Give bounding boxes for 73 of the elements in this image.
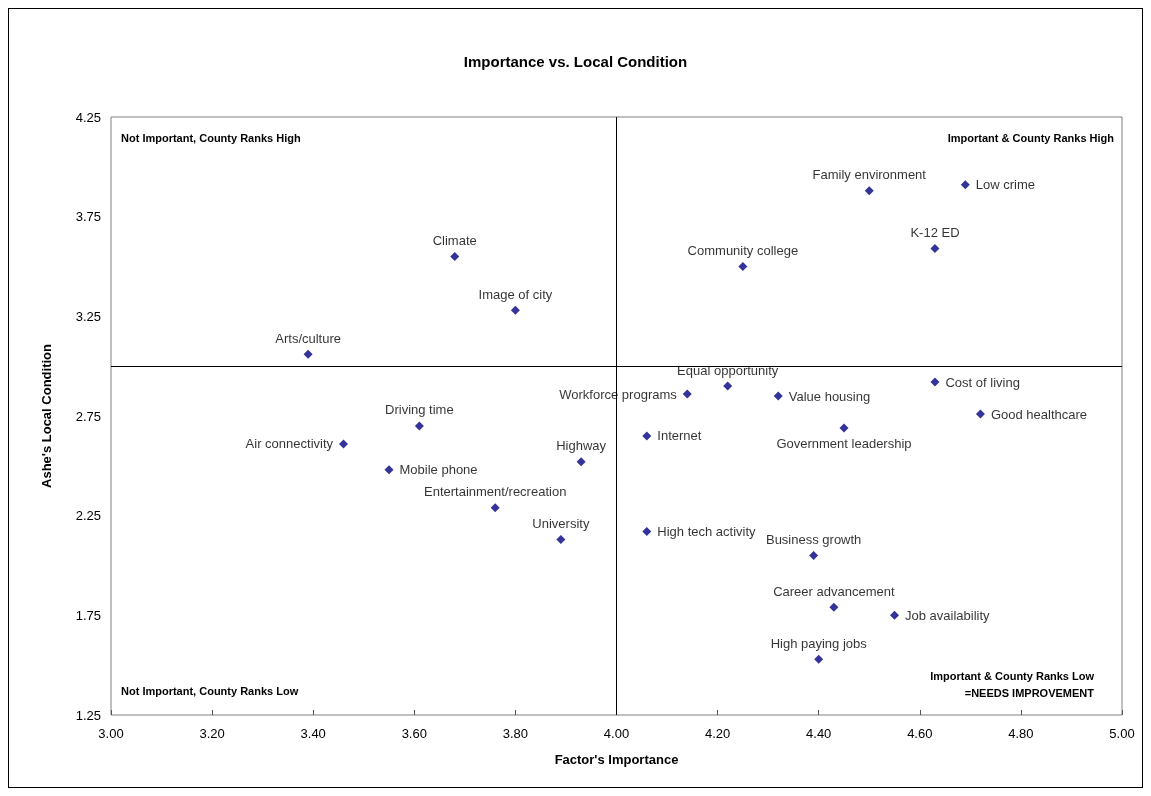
point [809,551,819,561]
point [890,610,900,620]
series-label: Air connectivity [245,436,334,452]
x-axis-title: Factor's Importance [554,752,679,767]
point [814,654,824,664]
series-label: Government leadership [776,436,912,452]
series-label: Job availability [905,607,991,623]
point [723,381,733,391]
point [975,409,985,419]
series-label: Business growth [765,532,862,548]
x-tick-label: 3.40 [300,726,326,741]
series-label: High paying jobs [770,635,868,651]
series-label: University [532,516,590,532]
y-tick-label: 4.25 [75,109,101,125]
series-label: Family environment [812,167,927,183]
point [930,244,940,254]
series-label: Community college [687,243,799,258]
y-tick-label: 1.25 [75,707,101,723]
point [682,389,692,399]
x-tick-label: 3.60 [401,726,427,741]
x-tick-label: 4.20 [704,726,731,741]
point [556,535,566,545]
point [642,527,652,537]
series-label: Value housing [788,388,871,404]
series-label: Entertainment/recreation [424,484,567,500]
series-label: Driving time [385,402,454,418]
series-label: High tech activity [657,524,757,540]
series-label: Good healthcare [990,406,1088,422]
annotation: Important & County Ranks Low =NEEDS IMPROVEMENT [930,669,1095,699]
series-label: Low crime [975,177,1036,193]
series-label: Image of city [478,286,553,302]
series-label: Career advancement [773,583,895,599]
series-label: Climate [432,233,477,249]
series-label: K-12 ED [910,225,960,241]
annotation: Not Important, County Ranks High [121,131,301,144]
point [510,305,520,315]
point [303,349,313,359]
x-tick-label: 4.00 [603,726,630,741]
point [339,439,349,449]
y-tick-label: 3.25 [75,308,101,324]
point [839,423,849,433]
series-label: Mobile phone [399,462,478,478]
series-label: Internet [657,428,702,444]
point [960,180,970,190]
x-tick-label: 3.00 [98,726,124,741]
point [773,391,783,401]
series-label: Cost of living [945,374,1020,390]
point [738,262,748,271]
y-tick-label: 1.75 [75,607,101,623]
x-tick-label: 4.60 [907,726,933,741]
y-tick-label: 3.75 [75,209,101,225]
annotation: Not Important, County Ranks Low [121,684,299,697]
point [829,602,839,612]
y-tick-label: 2.25 [75,508,101,524]
y-tick-label: 2.75 [75,408,101,424]
x-tick-label: 5.00 [1109,726,1135,741]
point [930,377,940,387]
point [384,465,394,475]
y-axis-title: Ashe's Local Condition [39,343,54,488]
point [642,431,652,441]
annotation: Important & County Ranks High [947,131,1115,144]
point [576,457,586,467]
series-label: Highway [556,438,607,454]
point [490,503,500,513]
x-tick-label: 4.80 [1008,726,1034,741]
point [864,186,874,196]
x-tick-label: 3.20 [199,726,225,741]
series-label: Arts/culture [275,330,342,346]
point [414,421,424,431]
x-tick-label: 3.80 [502,726,529,741]
point [450,252,460,262]
x-tick-label: 4.40 [806,726,832,741]
chart-title: Importance vs. Local Condition [463,53,688,70]
